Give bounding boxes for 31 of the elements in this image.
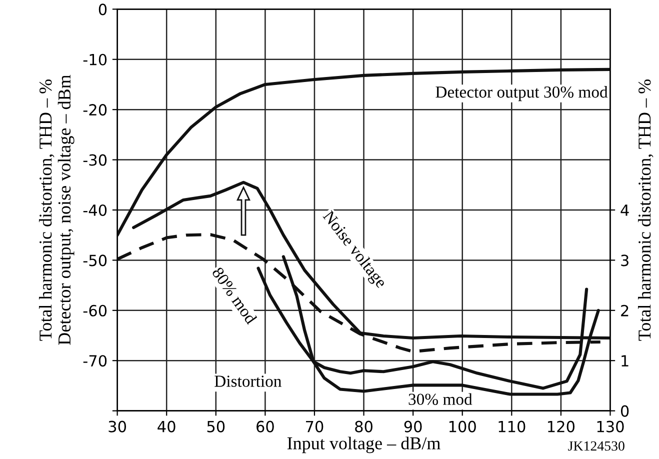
y-tick-label: -30 bbox=[83, 154, 107, 166]
y2-axis-title: Total harmonic distoriton, THD – % bbox=[638, 80, 654, 341]
x-tick-label: 60 bbox=[256, 420, 274, 432]
y-tick-label: -70 bbox=[83, 355, 107, 367]
x-tick-label: 40 bbox=[158, 420, 176, 432]
annotation: Distortion bbox=[214, 376, 282, 387]
x-tick-label: 110 bbox=[498, 420, 526, 432]
x-tick-label: 30 bbox=[108, 420, 126, 432]
y-tick-label: 0 bbox=[98, 4, 107, 16]
y2-tick-label: 2 bbox=[621, 304, 628, 316]
y-tick-label: -40 bbox=[83, 204, 107, 216]
y2-tick-label: 3 bbox=[621, 254, 628, 266]
annotation: 30% mod bbox=[408, 393, 472, 405]
x-tick-label: 70 bbox=[306, 420, 324, 432]
y-tick-label: -60 bbox=[83, 304, 107, 316]
y-tick-label: -50 bbox=[83, 254, 107, 266]
y-axis-title: Total harmonic distortion, THD – % Detector output, noise voltage – dBm bbox=[38, 74, 74, 345]
x-tick-label: 90 bbox=[404, 420, 422, 432]
x-tick-label: 50 bbox=[207, 420, 225, 432]
y-tick-label: -10 bbox=[83, 54, 107, 66]
x-axis-title: Input voltage – dB/m bbox=[287, 436, 440, 454]
y2-tick-label: 1 bbox=[622, 355, 628, 366]
y-tick-label: -20 bbox=[83, 104, 107, 116]
x-tick-label: 130 bbox=[597, 420, 624, 432]
x-tick-label: 100 bbox=[449, 420, 476, 432]
x-tick-label: 120 bbox=[548, 420, 575, 432]
y2-tick-label: 0 bbox=[620, 405, 629, 417]
y2-tick-label: 4 bbox=[620, 204, 629, 216]
text: JK124530 bbox=[568, 441, 624, 451]
annotation: Detector output 30% mod bbox=[436, 86, 608, 102]
x-tick-label: 80 bbox=[355, 420, 372, 432]
